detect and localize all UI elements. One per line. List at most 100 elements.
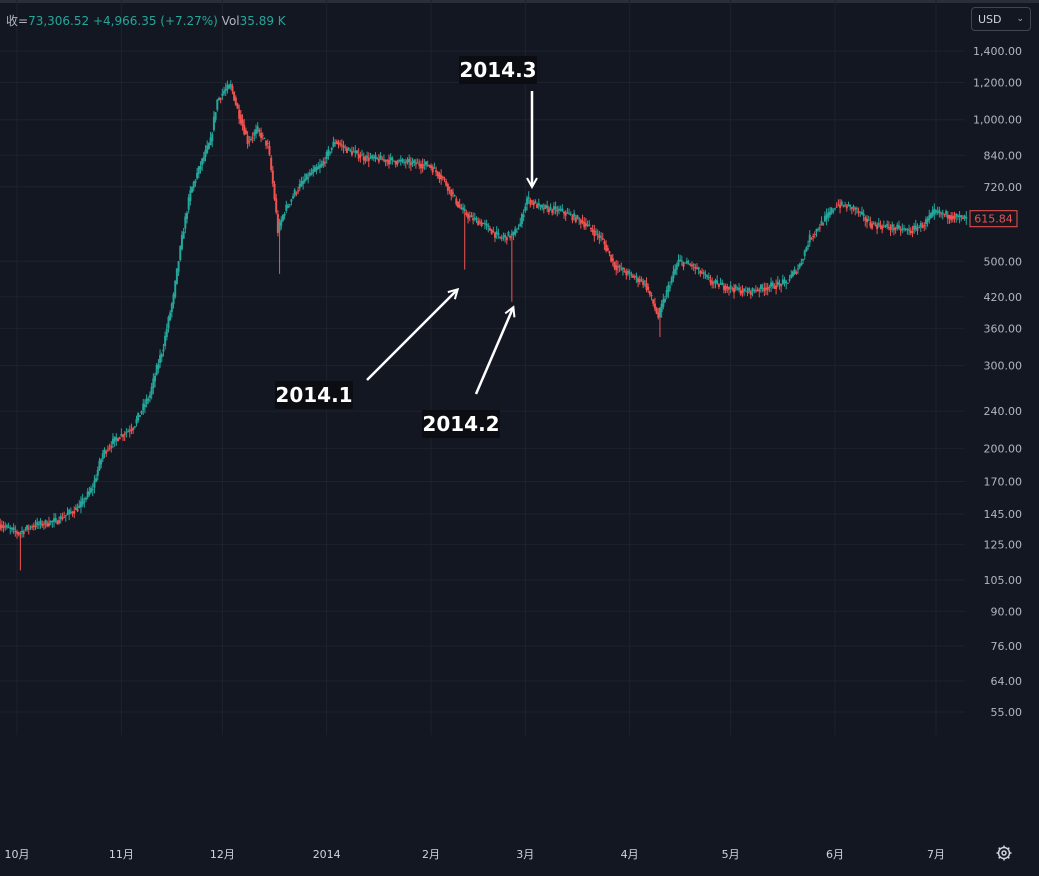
candle-body: [499, 236, 502, 238]
candle-body: [478, 221, 481, 223]
candle-body: [145, 398, 148, 404]
candle-body: [61, 518, 64, 520]
candle-body: [110, 445, 113, 448]
candle-body: [874, 224, 877, 226]
candle-body: [865, 218, 868, 223]
candle-body: [53, 518, 56, 522]
candle-body: [367, 157, 370, 161]
candle-body: [492, 230, 495, 232]
candle-body: [150, 386, 153, 395]
candle-body: [379, 155, 382, 160]
candle-body: [495, 231, 498, 234]
candle-body: [781, 279, 784, 284]
candle-body: [611, 258, 614, 262]
candle-body: [14, 530, 17, 532]
y-tick-label: 500.00: [984, 255, 1023, 268]
candle-body: [588, 224, 591, 227]
candle-body: [382, 159, 385, 161]
candle-body: [758, 289, 761, 292]
candle-body: [428, 165, 431, 167]
candle-body: [453, 194, 456, 196]
candle-body: [699, 271, 702, 274]
candle-body: [835, 206, 838, 208]
candle-body: [766, 287, 769, 291]
candle-body: [716, 280, 719, 284]
candle-body: [549, 207, 552, 209]
candle-body: [345, 148, 348, 154]
candle-body: [647, 286, 650, 291]
candle-body: [679, 259, 682, 262]
candle-body: [381, 159, 384, 161]
candle-body: [140, 410, 143, 414]
candle-body: [514, 228, 517, 235]
candle-body: [923, 224, 926, 227]
candle-body: [605, 244, 608, 251]
candle-body: [786, 282, 789, 284]
candle-body: [796, 268, 799, 270]
candle-body: [571, 215, 574, 221]
candle-body: [842, 205, 845, 207]
candle-body: [180, 235, 183, 250]
candle-body: [396, 161, 399, 165]
candle-body: [736, 289, 739, 291]
candle-body: [312, 169, 315, 174]
candle-body: [776, 281, 779, 286]
candle-body: [704, 274, 707, 276]
candle-body: [845, 206, 848, 209]
candle-body: [541, 204, 544, 208]
candle-body: [366, 155, 369, 158]
candle-body: [847, 204, 850, 207]
candle-body: [143, 404, 146, 408]
candle-body: [292, 196, 295, 199]
candle-body: [738, 287, 741, 290]
candle-body: [519, 223, 522, 227]
candle-body: [244, 130, 247, 135]
candle-body: [73, 511, 76, 514]
candle-body: [456, 201, 459, 208]
candle-body: [322, 161, 325, 166]
candle-body: [522, 214, 525, 218]
x-tick-label: 4月: [621, 848, 639, 861]
candle-body: [32, 525, 35, 527]
candle-body: [111, 438, 114, 444]
candle-body: [891, 224, 894, 228]
candle-body: [0, 524, 2, 530]
y-tick-label: 1,000.00: [973, 114, 1022, 127]
candle-body: [120, 434, 123, 437]
candle-body: [569, 213, 572, 215]
candle-body: [862, 213, 865, 216]
candle-body: [938, 210, 941, 214]
candle-body: [148, 394, 151, 398]
candle-body: [288, 204, 291, 206]
candle-body: [529, 199, 532, 205]
candle-body: [281, 215, 284, 221]
candle-body: [207, 143, 210, 149]
candle-body: [34, 525, 37, 528]
candle-body: [26, 525, 29, 530]
candle-body: [206, 145, 209, 153]
candle-body: [871, 224, 874, 229]
candle-body: [504, 234, 507, 238]
candle-body: [384, 159, 387, 163]
candle-body: [653, 303, 656, 309]
candle-body: [278, 222, 281, 231]
settings-icon[interactable]: [994, 843, 1014, 863]
candle-body: [739, 290, 742, 295]
candle-body: [803, 250, 806, 256]
candle-body: [192, 182, 195, 188]
candle-body: [773, 285, 776, 289]
candle-body: [904, 228, 907, 230]
y-tick-label: 145.00: [984, 508, 1023, 521]
candle-body: [49, 521, 52, 523]
candle-body: [362, 156, 365, 161]
candle-body: [460, 207, 463, 210]
candle-body: [965, 216, 968, 219]
candle-body: [899, 228, 902, 231]
currency-select[interactable]: USD ⌄: [971, 7, 1031, 31]
candle-body: [332, 141, 335, 147]
candle-body: [347, 147, 350, 150]
candle-body: [945, 211, 948, 215]
candle-body: [951, 215, 954, 220]
candle-body: [130, 429, 133, 432]
